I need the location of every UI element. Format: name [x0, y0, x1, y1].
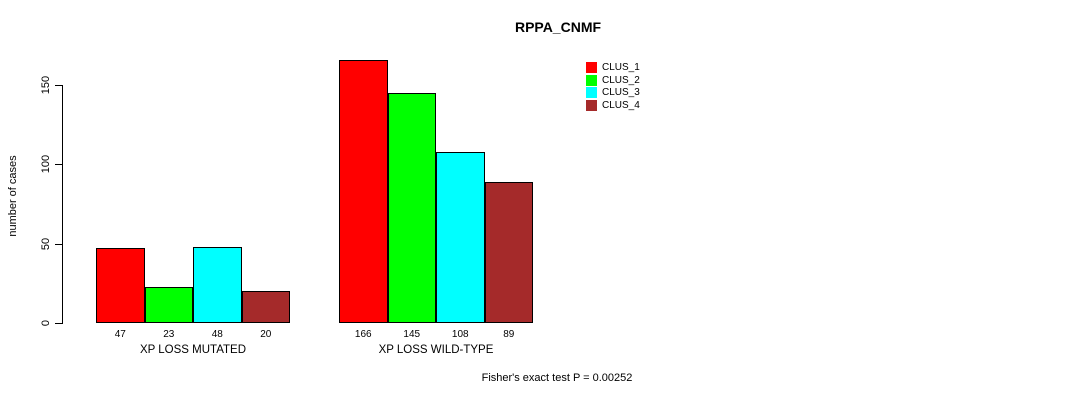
bar-value-label: 48	[211, 329, 223, 340]
bar-value-label: 108	[451, 329, 469, 340]
bar-value-label: 47	[114, 329, 126, 340]
fisher-test-note: Fisher's exact test P = 0.00252	[481, 372, 633, 384]
legend-row-clus_1: CLUS_1	[586, 62, 640, 73]
bar-value-label: 20	[260, 329, 272, 340]
bar-value-label: 89	[503, 329, 515, 340]
bar-clus_2-group2	[387, 92, 436, 323]
bar-clus_4-group1	[241, 291, 290, 323]
y-axis-label: number of cases	[7, 155, 19, 237]
legend-label: CLUS_1	[602, 62, 640, 73]
legend-swatch-icon	[586, 99, 597, 111]
bar-value-label: 23	[163, 329, 175, 340]
y-tick-label: 50	[40, 237, 52, 250]
legend-row-clus_4: CLUS_4	[586, 99, 640, 111]
legend-row-clus_2: CLUS_2	[586, 74, 640, 86]
legend-label: CLUS_3	[602, 87, 640, 98]
y-tick-label: 100	[40, 155, 52, 174]
y-axis	[62, 85, 63, 324]
y-tick-mark	[55, 243, 62, 245]
bar-clus_1-group2	[339, 59, 388, 323]
bar-clus_1-group1	[96, 248, 145, 323]
bar-value-label: 166	[354, 329, 372, 340]
legend-swatch-icon	[586, 87, 597, 98]
chart-title: RPPA_CNMF	[514, 19, 602, 35]
legend: CLUS_1 CLUS_2 CLUS_3 CLUS_4	[586, 62, 640, 111]
y-tick-mark	[55, 85, 62, 86]
y-tick-mark	[55, 323, 62, 324]
y-tick-label: 150	[40, 75, 52, 95]
legend-label: CLUS_2	[602, 74, 640, 86]
bar-clus_2-group1	[144, 286, 193, 323]
bar-clus_3-group1	[193, 246, 242, 323]
legend-row-clus_3: CLUS_3	[586, 87, 640, 98]
y-tick-label: 0	[40, 319, 52, 327]
category-label-group1: XP LOSS MUTATED	[139, 344, 247, 356]
bar-clus_3-group2	[436, 151, 485, 323]
bar-value-label: 145	[403, 329, 421, 340]
legend-label: CLUS_4	[602, 99, 640, 111]
legend-swatch-icon	[586, 62, 597, 73]
y-tick-mark	[55, 164, 62, 166]
legend-swatch-icon	[586, 74, 597, 86]
bar-clus_4-group2	[484, 181, 533, 323]
category-label-group2: XP LOSS WILD-TYPE	[378, 344, 494, 356]
